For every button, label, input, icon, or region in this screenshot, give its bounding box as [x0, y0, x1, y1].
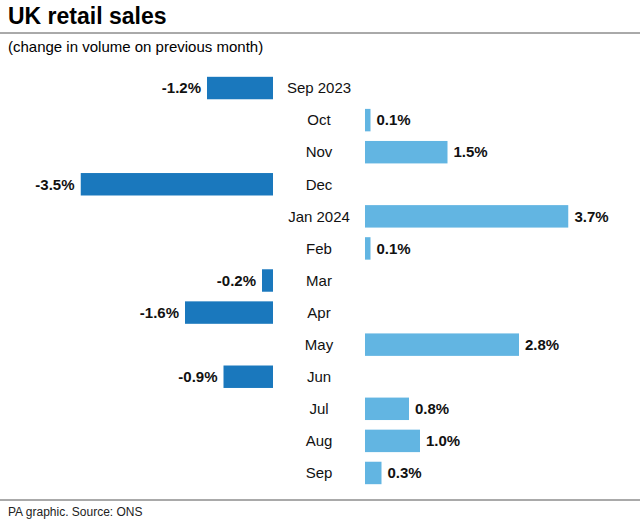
tick: Nov: [306, 143, 333, 160]
data-label: 0.3%: [388, 464, 422, 481]
source: PA graphic. Source: ONS: [8, 505, 143, 519]
data-label: 0.1%: [377, 240, 411, 257]
bar: [365, 430, 420, 452]
tick-label: Oct: [307, 111, 331, 128]
bars: [81, 77, 569, 484]
bar: [185, 301, 273, 323]
bar: [365, 398, 409, 420]
data-labels: -1.2% 0.1% 1.5% -3.5% 3.7% 0.1% -0.2% -1.6% 2.8%…: [35, 79, 608, 481]
bar: [365, 333, 519, 355]
tick-label: Apr: [307, 304, 330, 321]
title-rule: [0, 33, 640, 34]
tick: Sep 2023: [287, 79, 351, 96]
chart: UK retail sales (change in volume on prev…: [0, 0, 640, 525]
tick: Oct: [307, 111, 331, 128]
bar: [365, 205, 569, 227]
data-label: 0.8%: [415, 400, 449, 417]
tick: Jul: [309, 400, 328, 417]
tick: Dec: [306, 176, 333, 193]
tick-label: Feb: [306, 240, 332, 257]
tick: Sep: [306, 464, 333, 481]
data-label: 3.7%: [575, 208, 609, 225]
tick-label: Nov: [306, 143, 333, 160]
tick: Apr: [307, 304, 330, 321]
tick: Feb: [306, 240, 332, 257]
data-label: -1.6%: [140, 304, 179, 321]
tick-label: May: [305, 336, 334, 353]
tick-label: Sep: [306, 464, 333, 481]
bar: [365, 141, 448, 163]
data-label: -0.9%: [178, 368, 217, 385]
bar: [365, 109, 371, 131]
data-label: 2.8%: [525, 336, 559, 353]
tick: Jun: [307, 368, 331, 385]
data-label: -0.2%: [217, 272, 256, 289]
tick: Jan 2024: [288, 208, 350, 225]
tick-label: Aug: [306, 432, 333, 449]
bar: [207, 77, 273, 99]
tick: Mar: [306, 272, 332, 289]
bar: [365, 237, 371, 259]
title: UK retail sales: [8, 3, 167, 29]
data-label: 1.0%: [426, 432, 460, 449]
tick: Aug: [306, 432, 333, 449]
category-axis: Sep 2023 Oct Nov Dec Jan 2024 Feb Mar Apr May Jun…: [287, 79, 351, 481]
bar: [262, 269, 273, 291]
data-label: 0.1%: [377, 111, 411, 128]
bar: [224, 366, 274, 388]
tick-label: Jan 2024: [288, 208, 350, 225]
data-label: -3.5%: [35, 176, 74, 193]
data-label: 1.5%: [454, 143, 488, 160]
tick-label: Jun: [307, 368, 331, 385]
data-label: -1.2%: [162, 79, 201, 96]
tick: May: [305, 336, 334, 353]
bar: [365, 462, 382, 484]
footer-rule: [0, 500, 640, 501]
tick-label: Jul: [309, 400, 328, 417]
bar: [81, 173, 274, 195]
subtitle: (change in volume on previous month): [8, 38, 263, 55]
tick-label: Dec: [306, 176, 333, 193]
tick-label: Sep 2023: [287, 79, 351, 96]
tick-label: Mar: [306, 272, 332, 289]
